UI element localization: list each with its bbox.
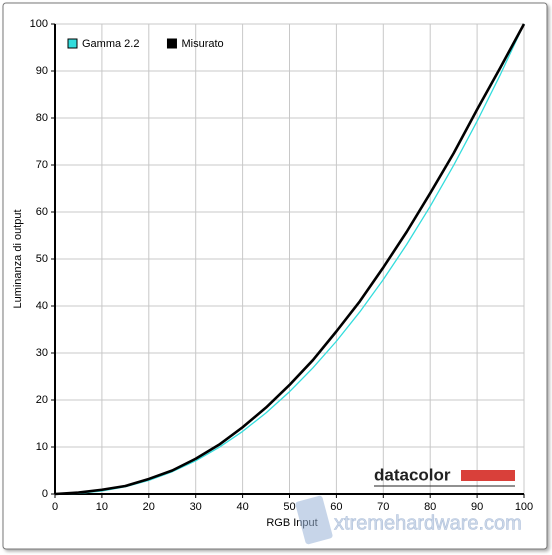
x-tick-label: 80 — [424, 501, 436, 513]
y-tick-label: 40 — [36, 300, 48, 312]
x-tick-label: 0 — [52, 501, 58, 513]
y-tick-label: 60 — [36, 206, 48, 218]
watermark-text: xtremehardware.com — [334, 512, 522, 534]
y-tick-label: 30 — [36, 347, 48, 359]
legend-label: Gamma 2.2 — [82, 38, 139, 50]
grid: 0 10 20 30 40 50 60 70 80 90 100 0 10 20 30 40 50 60 70 80 9… — [30, 18, 534, 513]
y-tick-label: 0 — [42, 488, 48, 500]
x-tick-label: 20 — [143, 501, 155, 513]
plot: Gamma 2.2 Misurato — [54, 23, 526, 496]
x-tick-label: 30 — [190, 501, 202, 513]
datacolor-text: datacolor — [374, 465, 451, 484]
y-tick-label: 70 — [36, 159, 48, 171]
x-tick-label: 60 — [330, 501, 342, 513]
watermark-icon — [295, 495, 333, 545]
y-tick-label: 100 — [30, 18, 48, 30]
legend-swatch — [166, 38, 177, 49]
x-tick-label: 40 — [236, 501, 248, 513]
x-tick-label: 100 — [515, 501, 533, 513]
datacolor-logo: datacolor — [374, 465, 515, 487]
series-line — [54, 23, 526, 496]
y-axis-label: Luminanza di output — [12, 209, 24, 308]
y-tick-label: 90 — [36, 65, 48, 77]
y-tick-label: 50 — [36, 253, 48, 265]
watermark: xtremehardware.com — [295, 495, 522, 545]
datacolor-bar — [461, 470, 515, 481]
legend-label: Misurato — [181, 38, 223, 50]
x-tick-label: 50 — [283, 501, 295, 513]
x-tick-label: 90 — [471, 501, 483, 513]
y-tick-label: 10 — [36, 441, 48, 453]
y-tick-label: 20 — [36, 394, 48, 406]
x-tick-label: 70 — [377, 501, 389, 513]
x-tick-label: 10 — [96, 501, 108, 513]
legend-swatch — [67, 38, 78, 49]
y-tick-label: 80 — [36, 112, 48, 124]
